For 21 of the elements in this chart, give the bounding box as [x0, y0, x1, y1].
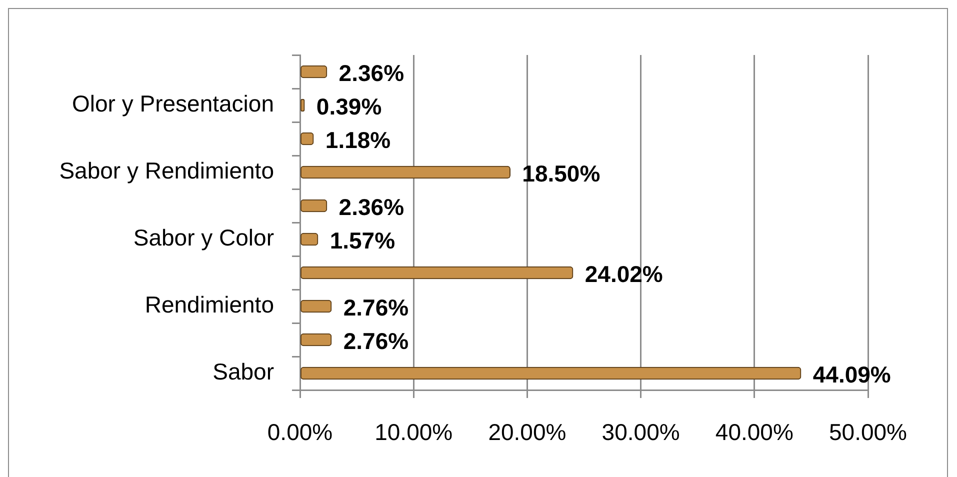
y-tick-label: Sabor — [212, 358, 274, 385]
y-tick-label: Olor y Presentacion — [72, 90, 274, 117]
x-tick-label: 40.00% — [715, 419, 794, 446]
x-tick-label: 30.00% — [602, 419, 680, 446]
data-label: 24.02% — [584, 261, 663, 288]
data-label: 0.39% — [316, 94, 382, 120]
x-tick-label: 10.00% — [374, 419, 453, 446]
data-label: 2.76% — [343, 294, 409, 321]
data-label: 2.76% — [343, 328, 409, 354]
data-label: 44.09% — [812, 362, 891, 388]
x-tick-label: 50.00% — [828, 419, 908, 446]
data-label: 2.36% — [338, 60, 404, 86]
data-label: 2.36% — [338, 194, 404, 220]
x-tick-label: 20.00% — [488, 419, 566, 446]
data-label: 18.50% — [522, 160, 600, 187]
y-tick-label: Sabor y Rendimiento — [59, 158, 274, 184]
x-tick-label: 0.00% — [267, 419, 333, 446]
y-tick-label: Sabor y Color — [133, 224, 274, 251]
y-tick-label: Rendimiento — [144, 292, 274, 318]
data-label: 1.18% — [325, 127, 391, 154]
data-label: 1.57% — [330, 228, 396, 254]
